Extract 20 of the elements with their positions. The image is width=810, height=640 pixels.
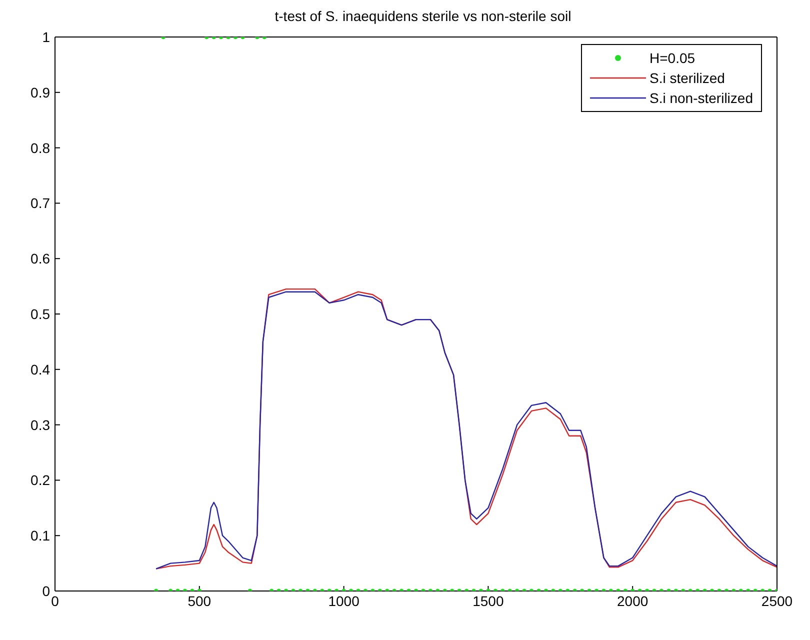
chart-title: t-test of S. inaequidens sterile vs non-sterile soil — [274, 8, 572, 26]
y-tick-label: 0.1 — [30, 528, 50, 544]
y-tick-label: 0.5 — [30, 306, 50, 322]
x-tick-label: 2000 — [617, 592, 648, 609]
y-tick-label: 0.6 — [30, 250, 50, 267]
y-tick-label: 0.8 — [30, 140, 50, 156]
y-tick-label: 0 — [42, 582, 50, 599]
y-tick-label: 0.2 — [30, 472, 50, 488]
y-tick-label: 0.3 — [30, 416, 50, 433]
y-tick-label: 1 — [42, 28, 50, 45]
legend-label: S.i sterilized — [650, 70, 725, 86]
legend-label: S.i non-sterilized — [650, 90, 753, 106]
legend-label: H=0.05 — [650, 50, 696, 66]
x-tick-label: 500 — [188, 592, 212, 609]
x-tick-label: 1500 — [472, 592, 504, 609]
y-tick-label: 0.7 — [30, 195, 50, 212]
x-tick-label: 1000 — [328, 592, 360, 609]
y-tick-label: 0.9 — [30, 84, 50, 100]
x-tick-label: 2500 — [761, 592, 793, 609]
y-tick-label: 0.4 — [30, 361, 50, 378]
